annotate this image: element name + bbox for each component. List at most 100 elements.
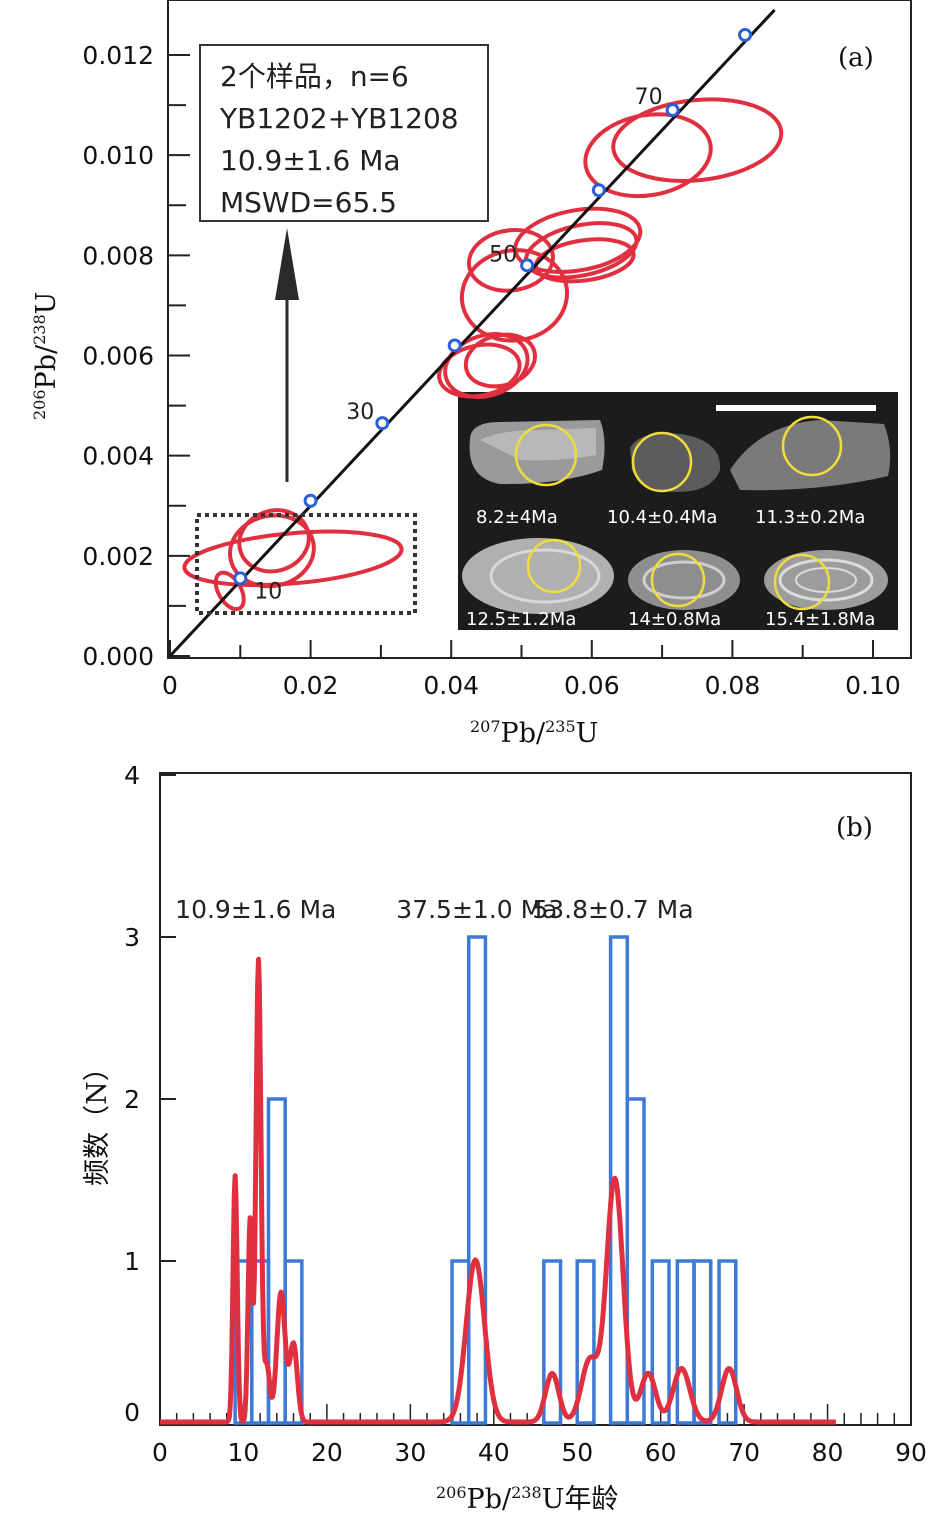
- error-ellipse: [237, 508, 311, 574]
- b-x-tick-label: 20: [311, 1438, 343, 1467]
- spot-circle: [526, 538, 582, 594]
- error-ellipse: [533, 237, 636, 284]
- a-y-tick-label: 0.004: [82, 442, 154, 471]
- probability-density-curve: [158, 956, 838, 1425]
- b-y-tick-label: 0: [124, 1398, 140, 1427]
- a-x-tick-label: 0: [162, 671, 178, 700]
- info-samples: 2个样品，n=6: [220, 60, 409, 93]
- histogram-bars: [233, 935, 738, 1425]
- b-x-axis-title: 206Pb/238U年龄: [436, 1483, 618, 1515]
- spot-circle: [773, 553, 831, 611]
- spot-circle: [631, 431, 693, 493]
- info-mswd: MSWD=65.5: [220, 186, 397, 219]
- histogram-bar: [717, 1259, 738, 1425]
- up-arrow-icon: [275, 228, 299, 482]
- error-ellipse: [182, 529, 404, 588]
- spot-circle: [514, 423, 578, 487]
- concordia-age-label: 10: [254, 579, 282, 604]
- peak-label: 10.9±1.6 Ma: [175, 895, 336, 924]
- a-y-ticks: 0.000 0.002 0.004 0.006 0.008 0.010 0.012: [82, 41, 190, 671]
- a-x-tick-label: 0.06: [564, 671, 620, 700]
- plot-a-frame: [167, 0, 912, 659]
- grain-5: [628, 550, 740, 610]
- error-ellipse: [523, 221, 639, 280]
- a-x-tick-label: 0.02: [283, 671, 339, 700]
- concordia-age-markers: 10 30 50 70: [233, 27, 753, 604]
- b-x-tick-label: 80: [812, 1438, 844, 1467]
- histogram-bar: [692, 1259, 713, 1425]
- concordia-age-label: 30: [346, 400, 374, 425]
- a-y-axis-title: 206Pb/238U: [30, 292, 62, 420]
- inset-label-4: 12.5±1.2Ma: [466, 609, 576, 630]
- histogram-bar: [542, 1259, 563, 1425]
- a-x-ticks: 0 0.02 0.04 0.06 0.08 0.10: [162, 640, 901, 700]
- histogram-panel: 0 1 2 3 4 0 10 20 30 40 50 60 70 80 90 10.9±1.6 Ma 37.…: [82, 761, 927, 1515]
- inset-label-2: 10.4±0.4Ma: [607, 507, 717, 528]
- b-x-tick-label: 40: [478, 1438, 510, 1467]
- concordia-age-marker: [233, 571, 248, 586]
- concordia-age-label: 70: [635, 85, 663, 110]
- concordia-age-marker: [591, 183, 606, 198]
- b-y-tick-label: 2: [124, 1085, 140, 1114]
- error-ellipses: [182, 97, 784, 612]
- b-x-tick-label: 50: [561, 1438, 593, 1467]
- concordia-age-marker: [375, 416, 390, 431]
- a-x-tick-label: 0.08: [705, 671, 761, 700]
- grain-1: [469, 420, 605, 487]
- spot-circle: [781, 415, 843, 477]
- histogram-bar: [625, 1097, 646, 1425]
- zoom-box: [195, 513, 417, 615]
- concordia-age-marker: [738, 27, 753, 42]
- a-y-tick-label: 0.002: [82, 542, 154, 571]
- b-x-tick-label: 90: [895, 1438, 927, 1467]
- inset-label-3: 11.3±0.2Ma: [755, 507, 865, 528]
- concordia-age-label: 50: [489, 242, 517, 267]
- b-x-tick-label: 30: [394, 1438, 426, 1467]
- a-y-tick-label: 0.000: [82, 642, 154, 671]
- b-y-tick-label: 4: [124, 761, 140, 790]
- a-x-tick-label: 0.10: [845, 671, 901, 700]
- panel-b-label: (b): [836, 813, 873, 843]
- scale-bar: [716, 405, 876, 411]
- concordia-age-marker: [303, 493, 318, 508]
- b-x-tick-label: 70: [728, 1438, 760, 1467]
- inset-label-6: 15.4±1.8Ma: [765, 609, 875, 630]
- b-y-tick-label: 1: [124, 1247, 140, 1276]
- a-x-axis-title: 207Pb/235U: [470, 717, 598, 749]
- a-y-tick-label: 0.010: [82, 141, 154, 170]
- zircon-cl-inset: 8.2±4Ma 10.4±0.4Ma 11.3±0.2Ma 12.5±1.2Ma…: [458, 392, 898, 630]
- grain-3: [730, 415, 891, 491]
- histogram-bar: [575, 1259, 596, 1425]
- b-x-tick-label: 10: [228, 1438, 260, 1467]
- concordia-age-marker: [665, 103, 680, 118]
- b-y-tick-label: 3: [124, 923, 140, 952]
- peak-label: 53.8±0.7 Ma: [532, 895, 693, 924]
- inset-label-1: 8.2±4Ma: [476, 507, 558, 528]
- error-ellipse: [611, 97, 784, 183]
- grain-4: [462, 538, 614, 614]
- histogram-bar: [466, 935, 488, 1425]
- info-sample-ids: YB1202+YB1208: [219, 102, 459, 135]
- concordia-curve: [168, 8, 776, 658]
- panel-a-label: (a): [838, 43, 874, 73]
- error-ellipse: [459, 248, 570, 343]
- concordia-age-marker: [520, 258, 535, 273]
- a-y-tick-label: 0.012: [82, 41, 154, 70]
- concordia-age-marker: [447, 338, 462, 353]
- b-x-tick-label: 60: [645, 1438, 677, 1467]
- error-ellipse: [443, 332, 530, 399]
- info-age: 10.9±1.6 Ma: [220, 144, 401, 177]
- b-y-axis-title: 频数（N）: [82, 1054, 113, 1186]
- grain-2: [630, 431, 721, 493]
- error-ellipse: [513, 206, 643, 274]
- error-ellipse: [466, 228, 555, 293]
- b-y-ticks: 0 1 2 3 4: [124, 761, 176, 1427]
- a-y-tick-label: 0.006: [82, 342, 154, 371]
- b-x-tick-label: 0: [152, 1438, 168, 1467]
- a-y-tick-label: 0.008: [82, 241, 154, 270]
- info-box: 2个样品，n=6 YB1202+YB1208 10.9±1.6 Ma MSWD=…: [199, 44, 489, 222]
- inset-label-5: 14±0.8Ma: [628, 609, 721, 630]
- spot-circle: [650, 552, 706, 608]
